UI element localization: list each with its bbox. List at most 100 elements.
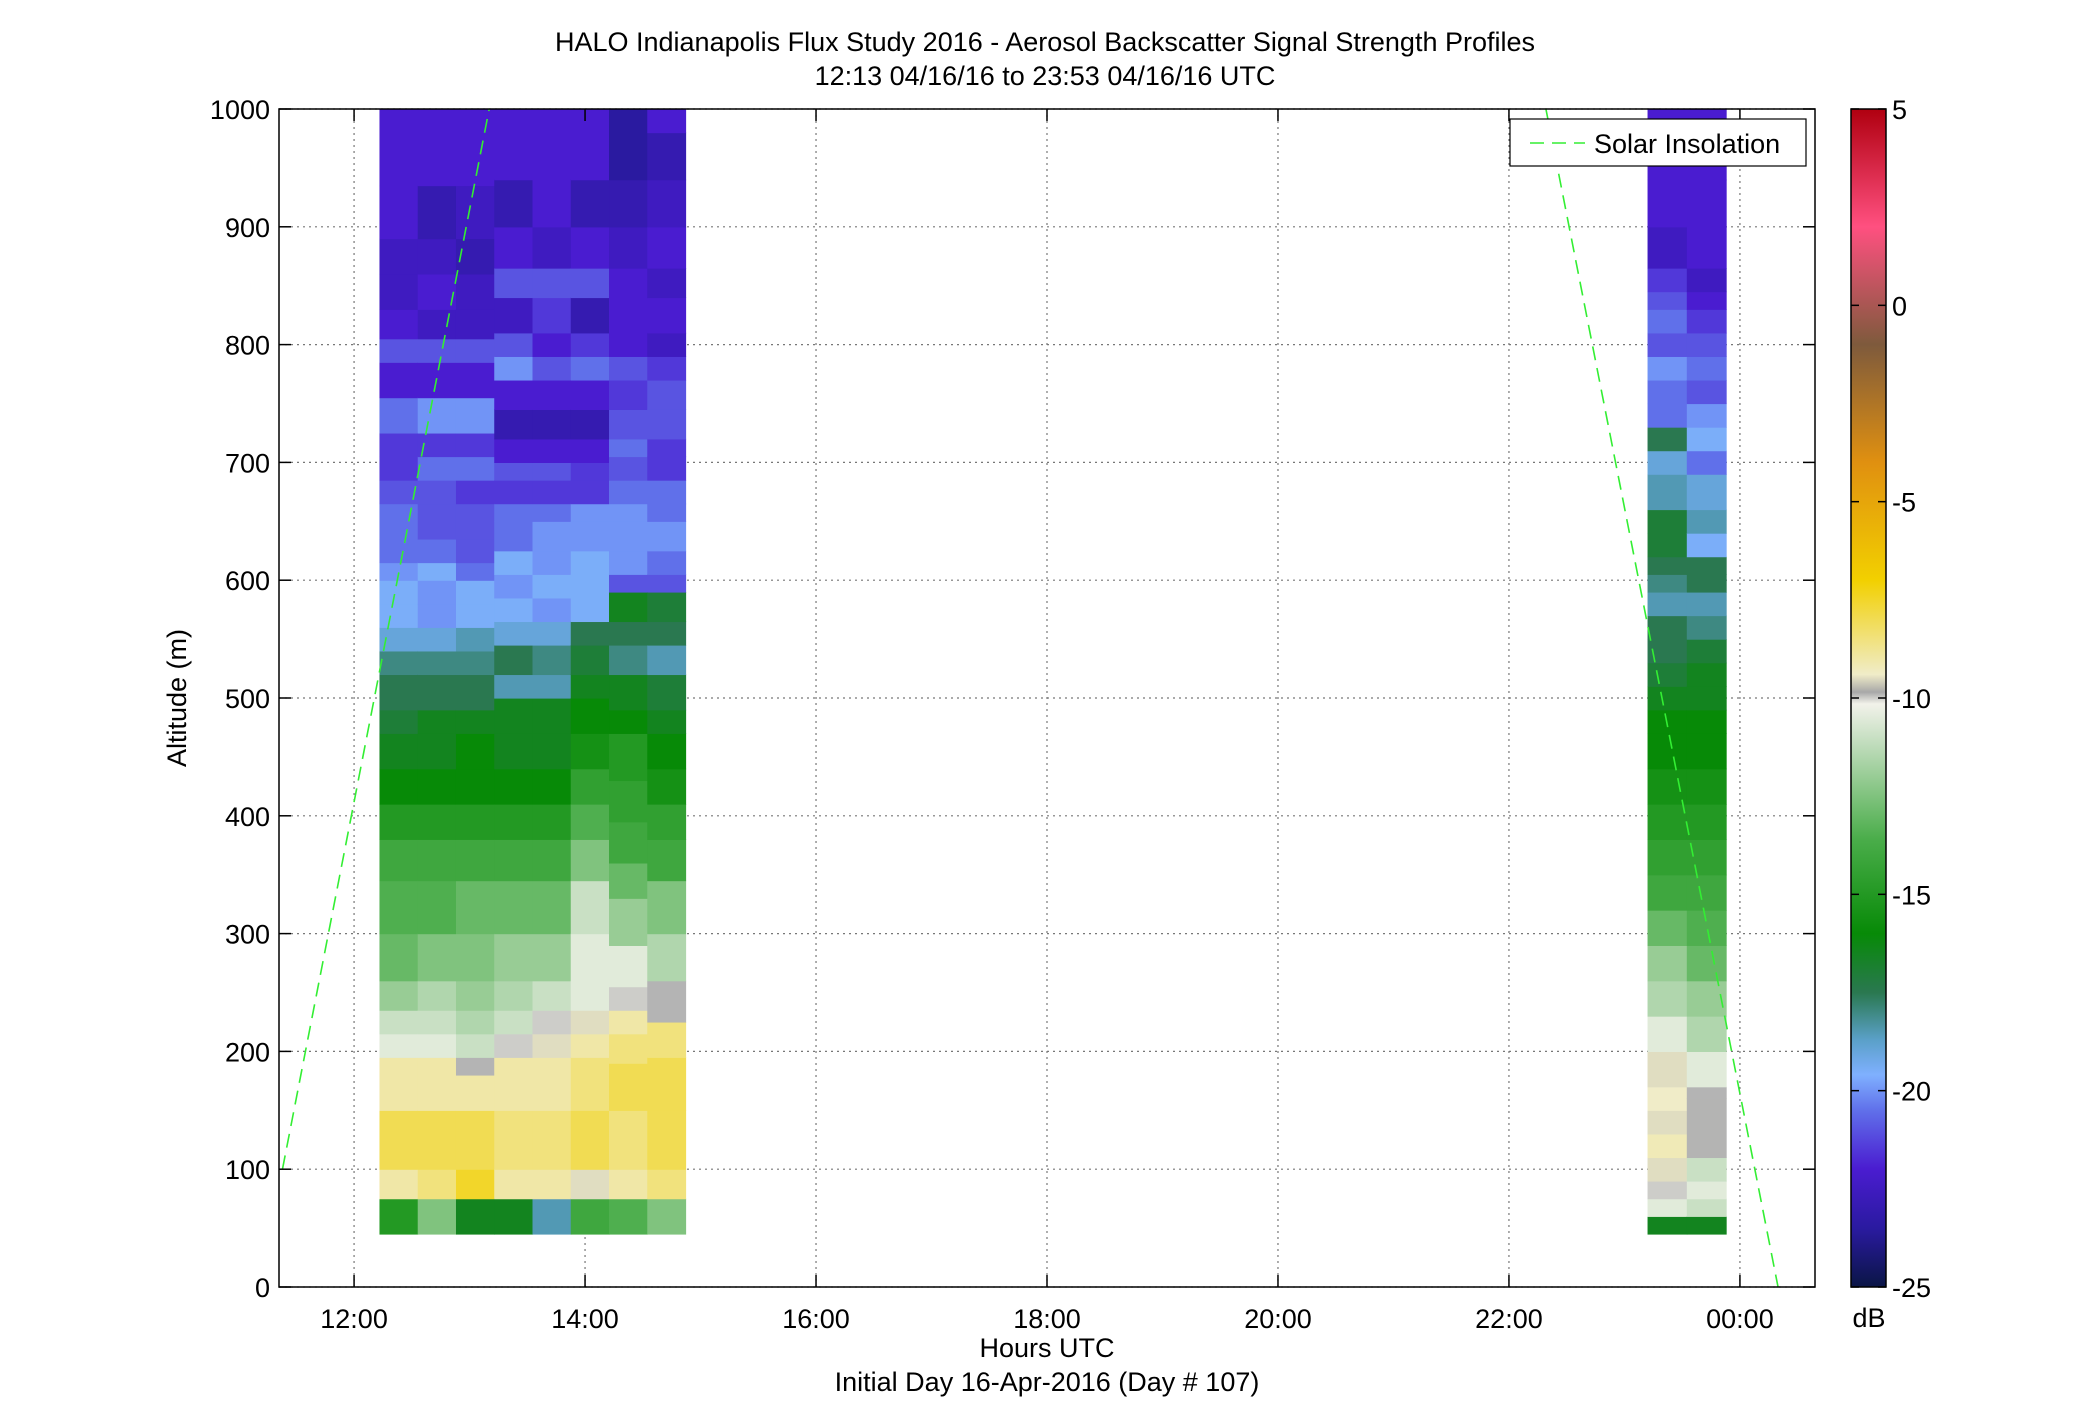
heatmap-cell-morning-c1-r31 <box>417 185 457 240</box>
heatmap-cell-morning-c5-r9 <box>570 839 610 882</box>
heatmap-cell-morning-c3-r28 <box>494 332 534 357</box>
heatmap-cell-morning-c6-r7 <box>609 945 648 988</box>
heatmap-cell-evening-c0-r16 <box>1647 733 1688 770</box>
heatmap-cell-morning-c5-r13 <box>570 698 610 734</box>
heatmap-cell-evening-c1-r25 <box>1686 509 1727 534</box>
heatmap-cell-morning-c7-r27 <box>647 332 687 357</box>
heatmap-cell-morning-c7-r31 <box>647 179 687 228</box>
heatmap-cell-morning-c2-r11 <box>455 804 495 840</box>
heatmap-cell-morning-c7-r10 <box>647 768 687 805</box>
heatmap-cell-morning-c6-r2 <box>609 1110 648 1170</box>
heatmap-cell-morning-c7-r33 <box>647 109 687 134</box>
heatmap-cell-morning-c6-r11 <box>609 780 648 823</box>
heatmap-cell-morning-c4-r29 <box>532 297 572 334</box>
heatmap-cell-morning-c5-r20 <box>570 521 610 552</box>
heatmap-cell-morning-c1-r16 <box>417 627 457 652</box>
heatmap-cell-evening-c0-r11 <box>1647 910 1688 946</box>
heatmap-cell-morning-c2-r28 <box>455 338 495 363</box>
heatmap-cell-morning-c4-r15 <box>532 644 572 676</box>
heatmap-cell-morning-c7-r15 <box>647 621 687 646</box>
heatmap-cell-morning-c5-r7 <box>570 933 610 982</box>
x-axis-label: Hours UTC <box>979 1333 1114 1363</box>
heatmap-cell-morning-c2-r1 <box>455 1169 495 1200</box>
heatmap-cell-morning-c4-r11 <box>532 768 572 805</box>
heatmap-cell-morning-c2-r8 <box>455 933 495 982</box>
heatmap-cell-evening-c1-r19 <box>1686 639 1727 664</box>
heatmap-cell-morning-c3-r32 <box>494 179 534 228</box>
heatmap-cell-evening-c0-r10 <box>1647 945 1688 982</box>
heatmap-cell-evening-c1-r7 <box>1686 1016 1727 1052</box>
x-tick-label-6: 00:00 <box>1706 1304 1774 1334</box>
heatmap-cell-morning-c0-r17 <box>379 603 419 628</box>
heatmap-cell-morning-c7-r25 <box>647 379 687 410</box>
heatmap-cell-morning-c4-r30 <box>532 268 572 299</box>
heatmap-cell-morning-c4-r18 <box>532 574 572 599</box>
heatmap-cell-morning-c3-r31 <box>494 226 534 269</box>
heatmap-cell-morning-c5-r32 <box>570 179 610 228</box>
heatmap-cell-morning-c6-r30 <box>609 268 648 299</box>
heatmap-cell-morning-c6-r34 <box>609 109 648 134</box>
heatmap-cell-morning-c6-r32 <box>609 179 648 228</box>
heatmap-cell-evening-c0-r9 <box>1647 980 1688 1017</box>
heatmap-cell-morning-c1-r5 <box>417 1010 457 1035</box>
heatmap-cell-morning-c7-r8 <box>647 839 687 882</box>
heatmap-cell-evening-c1-r6 <box>1686 1051 1727 1088</box>
heatmap-cell-evening-c0-r19 <box>1647 662 1688 687</box>
heatmap-cell-evening-c0-r12 <box>1647 874 1688 911</box>
heatmap-cell-morning-c3-r26 <box>494 379 534 410</box>
heatmap-cell-morning-c6-r27 <box>609 356 648 381</box>
heatmap-cell-morning-c3-r23 <box>494 462 534 481</box>
heatmap-cell-morning-c0-r6 <box>379 980 419 1011</box>
heatmap-cell-morning-c4-r6 <box>532 980 572 1011</box>
heatmap-cell-morning-c7-r19 <box>647 521 687 552</box>
heatmap-cell-morning-c5-r33 <box>570 109 610 181</box>
heatmap-cell-morning-c2-r31 <box>455 238 495 275</box>
heatmap-cell-evening-c0-r23 <box>1647 574 1688 593</box>
heatmap-cell-morning-c2-r2 <box>455 1110 495 1170</box>
heatmap-cell-morning-c0-r18 <box>379 580 419 605</box>
heatmap-cell-morning-c6-r3 <box>609 1063 648 1111</box>
heatmap-cell-morning-c6-r31 <box>609 226 648 269</box>
heatmap-cell-morning-c7-r6 <box>647 933 687 982</box>
heatmap-cell-morning-c7-r0 <box>647 1198 687 1235</box>
heatmap-cell-evening-c1-r26 <box>1686 474 1727 511</box>
heatmap-cell-morning-c0-r26 <box>379 362 419 399</box>
heatmap-cell-morning-c1-r14 <box>417 674 457 711</box>
heatmap-cell-morning-c3-r0 <box>494 1198 534 1235</box>
heatmap-cell-morning-c0-r3 <box>379 1057 419 1111</box>
heatmap-cell-morning-c5-r8 <box>570 880 610 935</box>
heatmap-cell-evening-c0-r35 <box>1647 291 1688 310</box>
heatmap-cell-morning-c7-r16 <box>647 591 687 623</box>
heatmap-cell-evening-c0-r33 <box>1647 332 1688 357</box>
heatmap-cell-morning-c6-r5 <box>609 1010 648 1035</box>
heatmap-cell-evening-c1-r30 <box>1686 379 1727 405</box>
heatmap-cell-morning-c6-r0 <box>609 1198 648 1235</box>
x-tick-label-0: 12:00 <box>320 1304 388 1334</box>
solar-insolation-morning-line <box>281 109 490 1170</box>
heatmap-cell-evening-c0-r6 <box>1647 1086 1688 1111</box>
heatmap-cell-evening-c1-r14 <box>1686 768 1727 805</box>
heatmap-cell-morning-c0-r19 <box>379 562 419 581</box>
heatmap-cell-evening-c1-r17 <box>1686 686 1727 711</box>
heatmap-cell-morning-c5-r27 <box>570 356 610 381</box>
heatmap-cell-morning-c1-r21 <box>417 503 457 540</box>
heatmap-cell-morning-c3-r30 <box>494 268 534 299</box>
y-tick-label-7: 700 <box>225 448 270 478</box>
heatmap-cell-morning-c2-r26 <box>455 397 495 434</box>
heatmap-cell-morning-c2-r19 <box>455 580 495 605</box>
x-tick-label-1: 14:00 <box>551 1304 619 1334</box>
heatmap-cell-morning-c4-r17 <box>532 597 572 623</box>
heatmap-cell-morning-c2-r10 <box>455 839 495 882</box>
heatmap-cell-morning-c3-r29 <box>494 297 534 334</box>
heatmap-cell-evening-c0-r22 <box>1647 591 1688 617</box>
heatmap-cell-morning-c4-r20 <box>532 521 572 552</box>
heatmap-cell-morning-c4-r7 <box>532 933 572 982</box>
heatmap-cell-morning-c4-r24 <box>532 438 572 463</box>
heatmap-cell-morning-c0-r31 <box>379 185 419 240</box>
heatmap-cell-morning-c4-r23 <box>532 462 572 481</box>
heatmap-cell-morning-c3-r9 <box>494 839 534 882</box>
heatmap-cell-morning-c3-r7 <box>494 933 534 982</box>
heatmap-cell-morning-c1-r27 <box>417 338 457 363</box>
heatmap-cell-morning-c1-r29 <box>417 273 457 310</box>
heatmap-cell-morning-c6-r24 <box>609 438 648 458</box>
